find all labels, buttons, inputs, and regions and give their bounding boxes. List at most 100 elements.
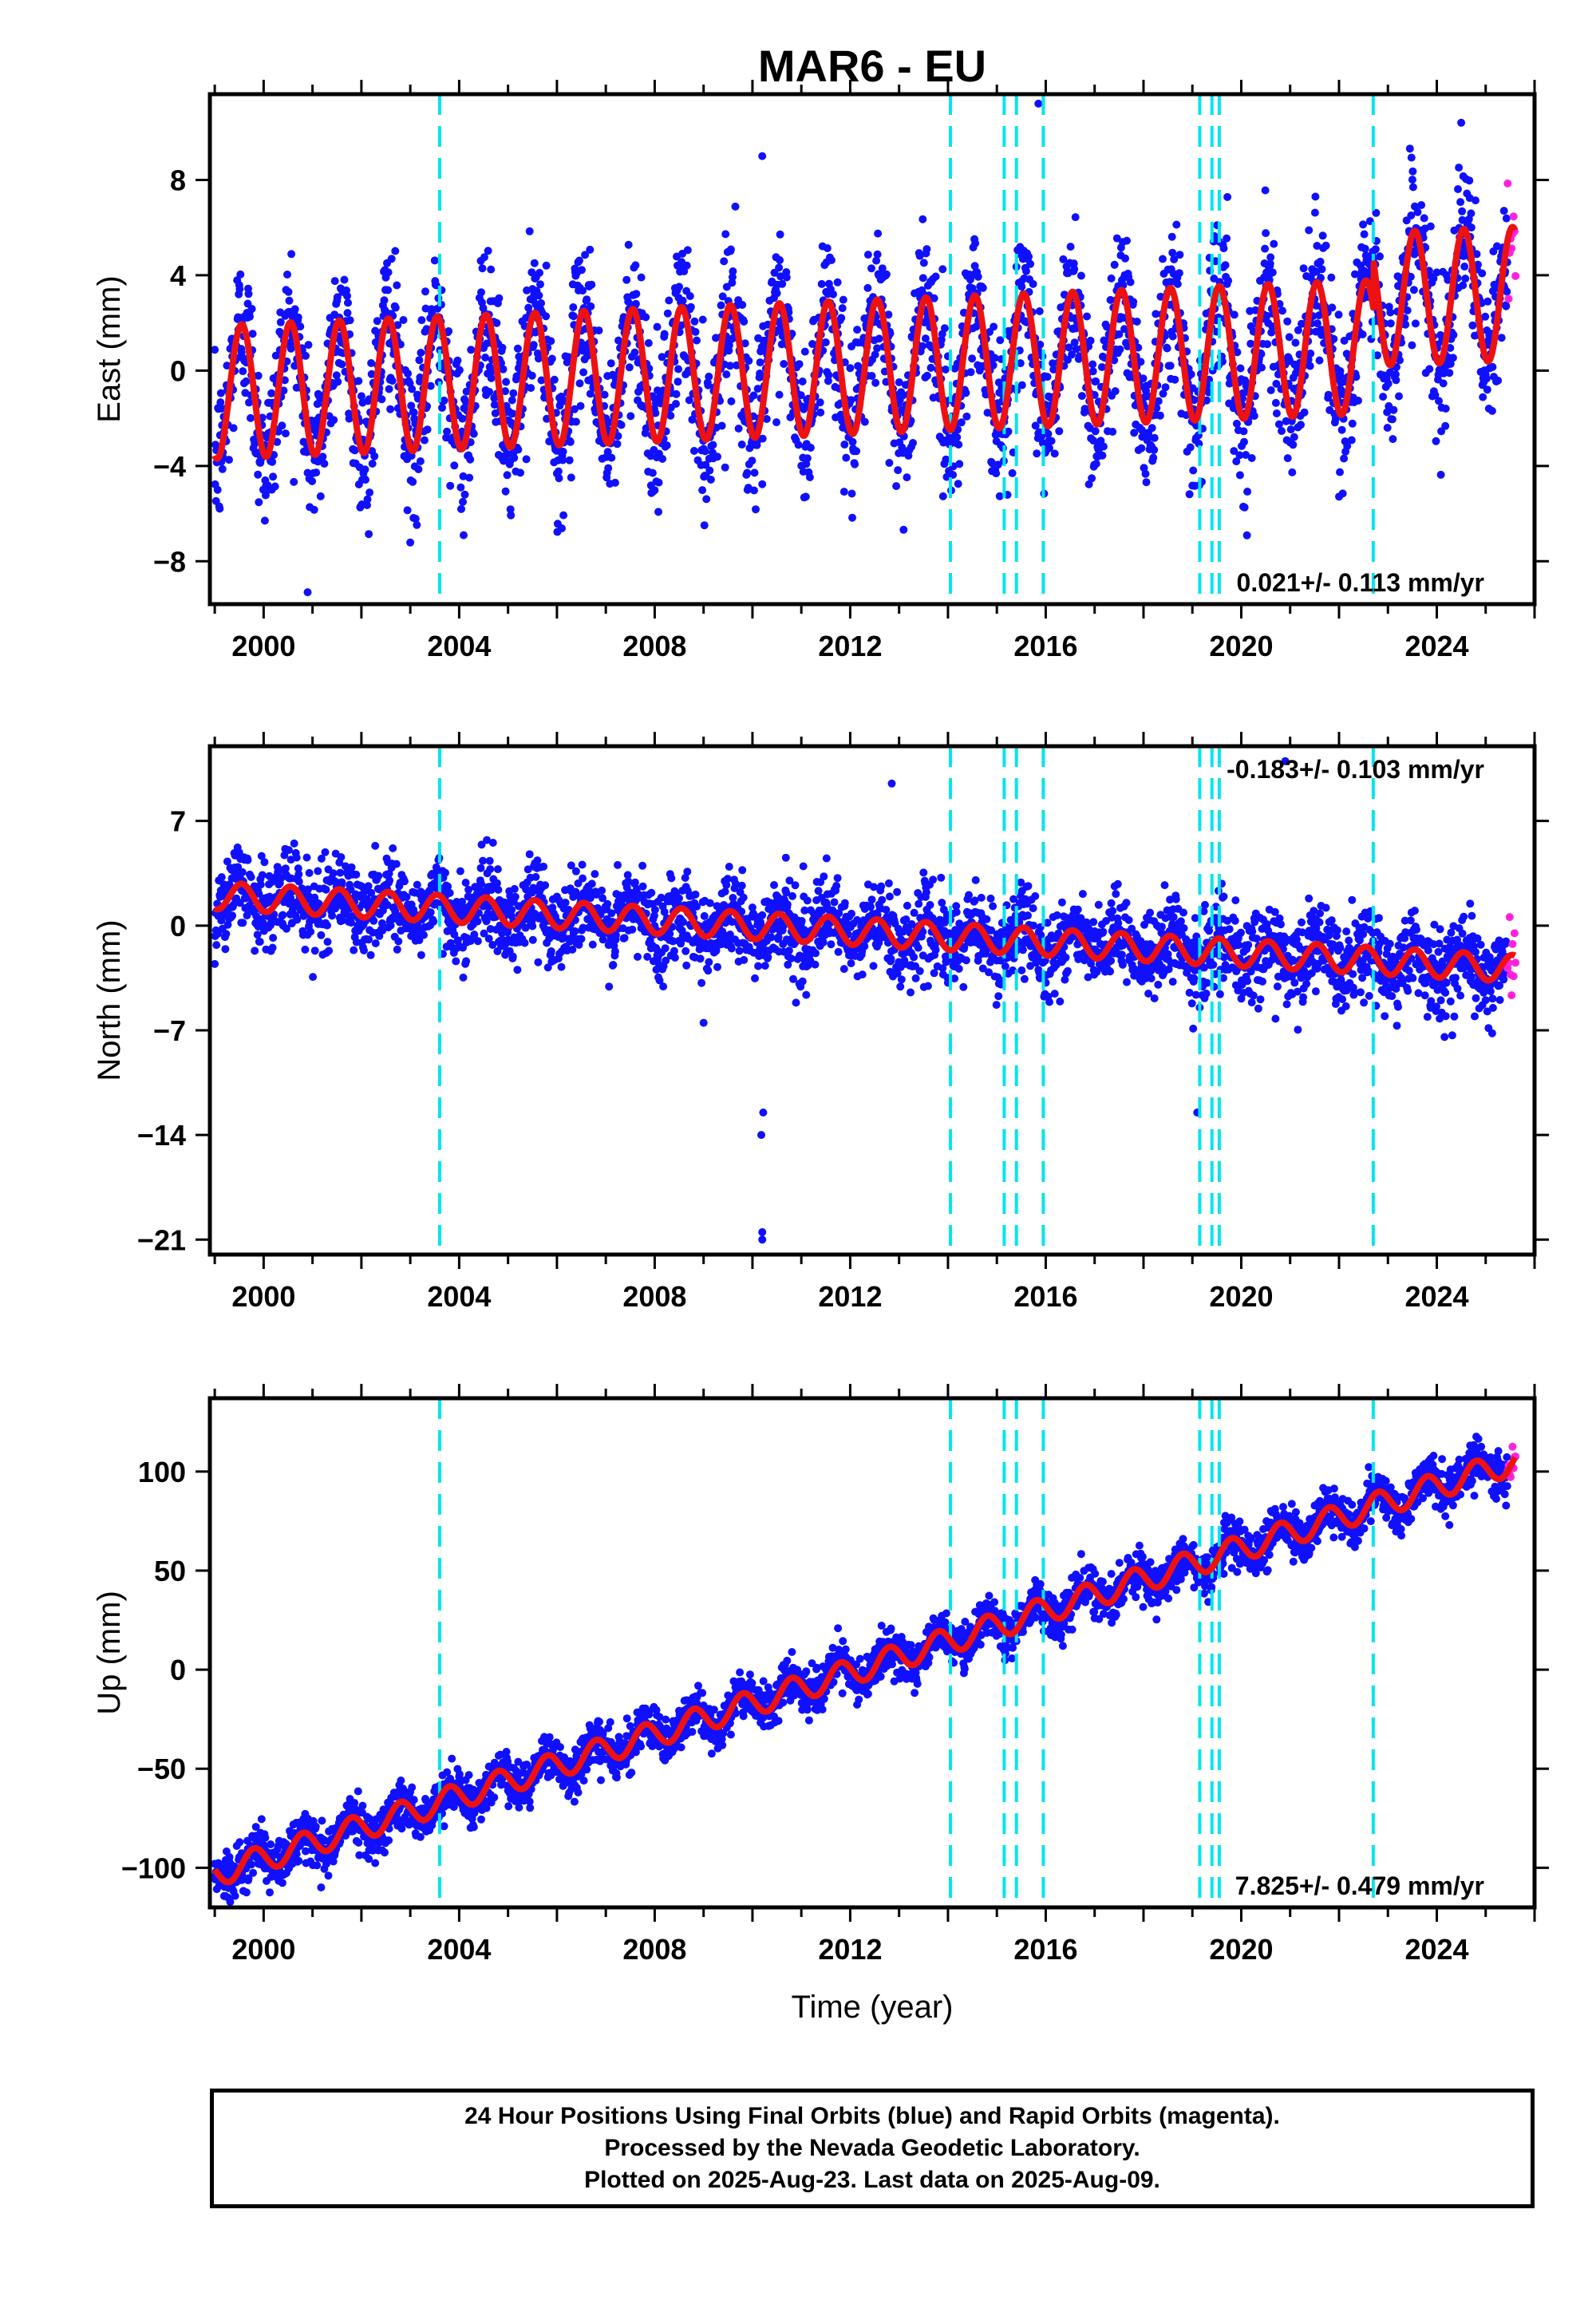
data-point bbox=[340, 275, 349, 284]
data-point bbox=[1026, 259, 1035, 268]
data-point bbox=[974, 272, 982, 281]
data-point bbox=[1250, 412, 1258, 421]
data-point bbox=[571, 867, 580, 875]
data-point bbox=[1468, 321, 1477, 330]
data-point bbox=[1300, 408, 1309, 417]
data-point bbox=[1460, 263, 1469, 271]
data-point bbox=[411, 515, 420, 523]
y-axis-title: East (mm) bbox=[92, 275, 127, 422]
data-point bbox=[386, 921, 395, 930]
data-point bbox=[847, 959, 855, 967]
data-point bbox=[547, 337, 555, 346]
data-point bbox=[598, 886, 606, 895]
data-point bbox=[821, 338, 830, 346]
data-point bbox=[830, 898, 839, 907]
data-point bbox=[465, 473, 474, 482]
data-point bbox=[717, 421, 726, 430]
data-point bbox=[725, 863, 733, 871]
data-point bbox=[1413, 207, 1422, 216]
data-point bbox=[1022, 267, 1030, 275]
data-point bbox=[696, 954, 705, 963]
data-point bbox=[1025, 252, 1033, 261]
data-point bbox=[750, 468, 759, 477]
data-point bbox=[892, 482, 901, 491]
data-point bbox=[1116, 345, 1124, 354]
x-tick-label: 2012 bbox=[818, 630, 882, 662]
data-point bbox=[918, 342, 926, 350]
y-tick-label: 8 bbox=[170, 164, 186, 196]
data-point bbox=[846, 364, 855, 373]
data-point bbox=[1230, 310, 1238, 319]
data-point bbox=[953, 433, 962, 441]
data-point bbox=[320, 460, 329, 468]
data-point bbox=[350, 946, 358, 954]
data-point bbox=[704, 381, 713, 389]
data-point bbox=[758, 911, 767, 919]
data-point bbox=[1236, 364, 1245, 373]
data-point bbox=[767, 933, 776, 942]
data-point bbox=[772, 418, 780, 427]
data-point bbox=[404, 370, 413, 378]
data-point bbox=[1092, 460, 1100, 468]
data-point bbox=[535, 291, 543, 300]
points-final-north bbox=[211, 757, 1511, 1244]
data-point bbox=[756, 358, 764, 367]
data-point bbox=[1223, 192, 1232, 201]
data-point bbox=[477, 288, 485, 297]
chart-title: MAR6 - EU bbox=[758, 41, 986, 91]
x-tick-label: 2016 bbox=[1013, 630, 1077, 662]
data-point bbox=[801, 492, 810, 501]
data-point bbox=[706, 476, 715, 484]
data-point bbox=[373, 317, 381, 326]
data-point bbox=[569, 303, 578, 311]
data-point bbox=[653, 322, 662, 331]
data-point bbox=[727, 944, 736, 953]
data-point bbox=[721, 230, 730, 239]
data-point bbox=[672, 389, 681, 398]
data-point bbox=[683, 246, 692, 255]
data-point bbox=[1008, 468, 1017, 477]
data-point bbox=[1417, 201, 1426, 209]
data-point bbox=[1262, 229, 1270, 238]
data-point bbox=[867, 895, 876, 904]
data-point bbox=[388, 377, 397, 385]
data-point bbox=[675, 894, 683, 903]
data-point bbox=[212, 941, 221, 950]
data-point bbox=[385, 385, 393, 393]
data-point bbox=[1392, 376, 1400, 385]
data-point bbox=[812, 949, 820, 958]
data-point bbox=[578, 860, 587, 869]
rapid-point bbox=[1503, 179, 1512, 188]
data-point bbox=[329, 869, 338, 878]
data-point bbox=[1088, 360, 1097, 369]
data-point bbox=[817, 279, 826, 288]
data-point bbox=[430, 256, 439, 265]
data-point bbox=[698, 315, 707, 324]
data-point bbox=[871, 378, 880, 387]
data-point bbox=[607, 453, 616, 462]
data-point bbox=[365, 530, 373, 539]
data-point bbox=[1445, 369, 1454, 377]
data-point bbox=[533, 856, 542, 865]
data-point bbox=[1336, 468, 1344, 476]
data-point bbox=[338, 360, 346, 369]
data-point bbox=[416, 373, 425, 381]
data-point bbox=[1121, 254, 1129, 263]
data-point bbox=[848, 513, 856, 522]
data-point bbox=[328, 911, 337, 920]
data-point bbox=[290, 839, 298, 848]
data-point bbox=[803, 454, 812, 463]
data-point bbox=[778, 279, 787, 288]
data-point bbox=[1457, 118, 1466, 127]
data-point bbox=[283, 271, 291, 279]
data-point bbox=[547, 947, 555, 955]
data-point bbox=[550, 375, 559, 384]
data-point bbox=[1088, 474, 1096, 483]
data-point bbox=[624, 240, 633, 249]
data-point bbox=[503, 471, 512, 480]
data-point bbox=[638, 882, 647, 891]
data-point bbox=[370, 452, 379, 460]
data-point bbox=[1066, 243, 1075, 251]
data-point bbox=[672, 400, 680, 408]
outlier-point bbox=[303, 588, 312, 597]
